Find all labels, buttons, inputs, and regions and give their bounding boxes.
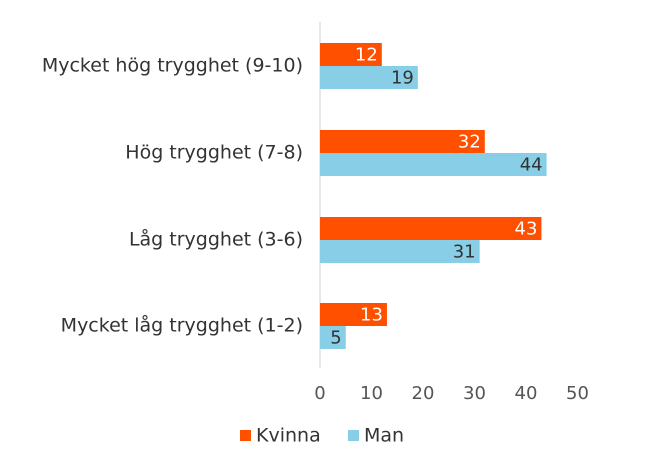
x-tick-label: 30 [463,383,486,404]
category-labels: Mycket hög trygghet (9-10) Hög trygghet (… [42,55,303,337]
bar-kvinna [320,130,485,153]
bar-kvinna [320,43,382,66]
x-tick-label: 50 [566,383,589,404]
bar-man [320,240,480,263]
category-label: Låg trygghet (3-6) [129,228,303,251]
x-tick-label: 0 [314,383,325,404]
bar-value-label: 43 [515,219,538,240]
bar-value-label: 44 [520,155,543,176]
bar-man [320,66,418,89]
x-axis-ticks: 0 10 20 30 40 50 [314,383,589,404]
legend-swatch-kvinna [240,430,251,441]
bar-value-label: 13 [360,305,383,326]
x-tick-label: 10 [360,383,383,404]
category-label: Mycket låg trygghet (1-2) [61,314,303,337]
bar-value-label: 31 [453,242,476,263]
bars: 12 19 32 44 43 31 13 5 [320,43,547,349]
x-tick-label: 20 [412,383,435,404]
bar-kvinna [320,217,542,240]
bar-man [320,153,547,176]
category-label: Mycket hög trygghet (9-10) [42,55,303,77]
x-tick-label: 40 [515,383,538,404]
legend-label-man: Man [364,425,404,447]
legend-label-kvinna: Kvinna [256,425,321,447]
bar-value-label: 19 [391,68,414,89]
bar-kvinna [320,303,387,326]
bar-value-label: 12 [355,45,378,66]
legend: Kvinna Man [240,425,404,447]
bar-man [320,326,346,349]
category-label: Hög trygghet (7-8) [125,142,303,164]
bar-value-label: 32 [458,132,481,153]
legend-swatch-man [348,430,359,441]
bar-value-label: 5 [330,328,341,349]
